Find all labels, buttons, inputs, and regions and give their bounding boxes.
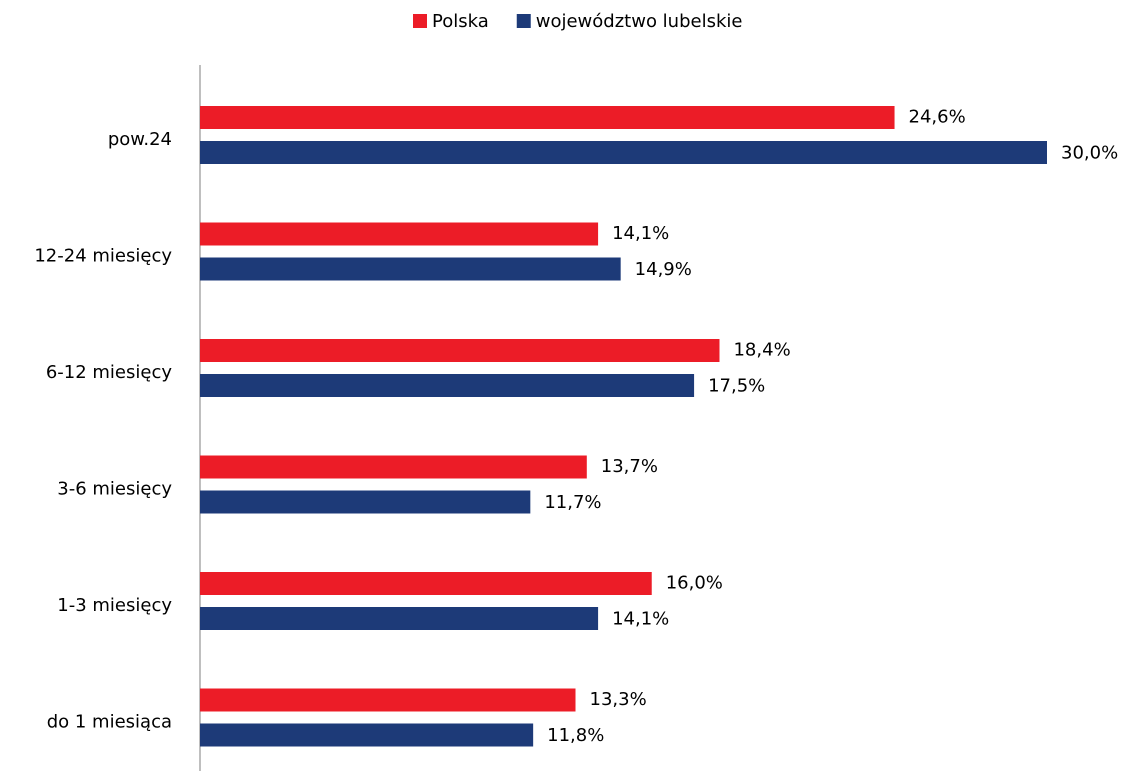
bar	[200, 374, 695, 397]
legend-label: województwo lubelskie	[536, 11, 743, 32]
bar	[200, 257, 621, 281]
value-label: 17,5%	[708, 376, 765, 397]
value-label: 30,0%	[1061, 143, 1118, 164]
legend-swatch	[413, 14, 427, 28]
category-label: 12-24 miesięcy	[34, 246, 172, 267]
value-label: 14,1%	[612, 609, 669, 630]
value-label: 24,6%	[909, 107, 966, 128]
category-label: 3-6 miesięcy	[57, 479, 172, 500]
bar	[200, 222, 599, 246]
bar	[200, 141, 1047, 164]
bar	[200, 455, 587, 479]
legend-label: Polska	[432, 11, 489, 32]
category-label: 1-3 miesięcy	[57, 595, 172, 616]
value-label: 11,8%	[547, 725, 604, 746]
value-label: 14,9%	[635, 259, 692, 280]
bar	[200, 106, 895, 129]
value-label: 13,3%	[590, 689, 647, 710]
category-label: 6-12 miesięcy	[46, 362, 173, 383]
bar	[200, 339, 720, 362]
bar	[200, 688, 576, 712]
value-label: 18,4%	[733, 340, 790, 361]
category-label: pow.24	[108, 129, 172, 150]
bar	[200, 607, 599, 630]
bar	[200, 572, 652, 595]
value-label: 14,1%	[612, 223, 669, 244]
bar	[200, 723, 534, 747]
value-label: 11,7%	[544, 492, 601, 513]
legend-swatch	[516, 14, 531, 28]
bar	[200, 490, 531, 514]
value-label: 16,0%	[666, 573, 723, 594]
category-label: do 1 miesiąca	[47, 712, 172, 733]
value-label: 13,7%	[601, 456, 658, 477]
